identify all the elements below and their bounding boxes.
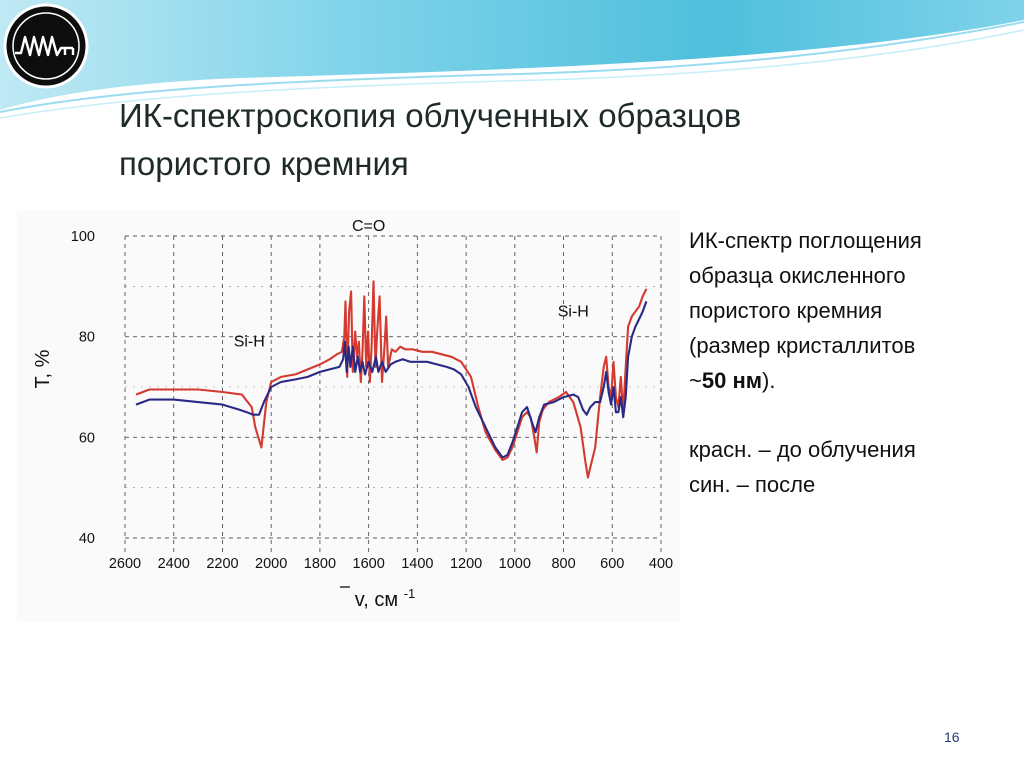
x-tick-label: 1400: [401, 556, 433, 572]
chart-grid: [124, 235, 662, 552]
legend-red-description: красн. – до облучения: [689, 437, 916, 462]
y-tick-label: 40: [79, 531, 95, 547]
x-tick-label: 800: [551, 556, 575, 572]
chart-axis-titles: v, см -1 T, %: [32, 349, 415, 611]
description-line-2: образца окисленного: [689, 263, 906, 288]
x-axis-title-superscript: -1: [404, 586, 416, 601]
x-tick-label: 2000: [255, 556, 287, 572]
x-tick-label: 600: [600, 556, 624, 572]
x-tick-label: 1200: [450, 556, 482, 572]
ir-spectrum-chart: 2600 2400 2200 2000 1800 1600 1400 1200 1000 800 6…: [32, 218, 673, 611]
x-tick-label: 1800: [304, 556, 336, 572]
x-tick-label: 2400: [158, 556, 190, 572]
y-tick-label: 60: [79, 430, 95, 446]
x-tick-label: 1000: [499, 556, 531, 572]
x-tick-label: 1600: [353, 556, 385, 572]
description-line-1: ИК-спектр поглощения: [689, 228, 922, 253]
chart-tick-labels: 2600 2400 2200 2000 1800 1600 1400 1200 1000 800 6…: [71, 229, 673, 572]
crystallite-size-value: 50 нм: [701, 368, 763, 393]
spectrum-description: ИК-спектр поглощения образца окисленного…: [689, 223, 1009, 502]
series-line-red: [135, 280, 648, 479]
chart-series: [135, 280, 648, 479]
y-axis-title: T, %: [32, 349, 54, 388]
slide-title: ИК-спектроскопия облученных образцов пор…: [119, 92, 939, 188]
peak-annotation: Si-H: [558, 304, 589, 321]
x-axis-title: v, см -1: [355, 586, 416, 611]
closing-paren: ).: [762, 368, 776, 393]
peak-annotation: C=O: [352, 218, 385, 235]
peak-annotation: Si-H: [234, 334, 265, 351]
legend-blue-description: син. – после: [689, 472, 816, 497]
institution-logo: [3, 3, 89, 89]
x-tick-label: 400: [649, 556, 673, 572]
description-line-5: ~50 нм).: [689, 363, 1009, 398]
x-tick-label: 2600: [109, 556, 141, 572]
description-line-3: пористого кремния: [689, 298, 883, 323]
y-tick-label: 80: [79, 330, 95, 346]
x-tick-label: 2200: [206, 556, 238, 572]
page-number: 16: [944, 729, 960, 745]
header-wave-band: [0, 0, 1024, 119]
slide-title-line-1: ИК-спектроскопия облученных образцов: [119, 97, 742, 134]
x-axis-title-text: v, см: [355, 589, 398, 611]
description-line-4: (размер кристаллитов: [689, 333, 916, 358]
chart-panel: [17, 211, 680, 621]
slide-title-line-2: пористого кремния: [119, 145, 409, 182]
series-line-blue: [135, 301, 648, 459]
y-tick-label: 100: [71, 229, 95, 245]
approx-sign: ~: [689, 368, 702, 393]
chart-annotations: C=O Si-H Si-H: [234, 218, 589, 351]
